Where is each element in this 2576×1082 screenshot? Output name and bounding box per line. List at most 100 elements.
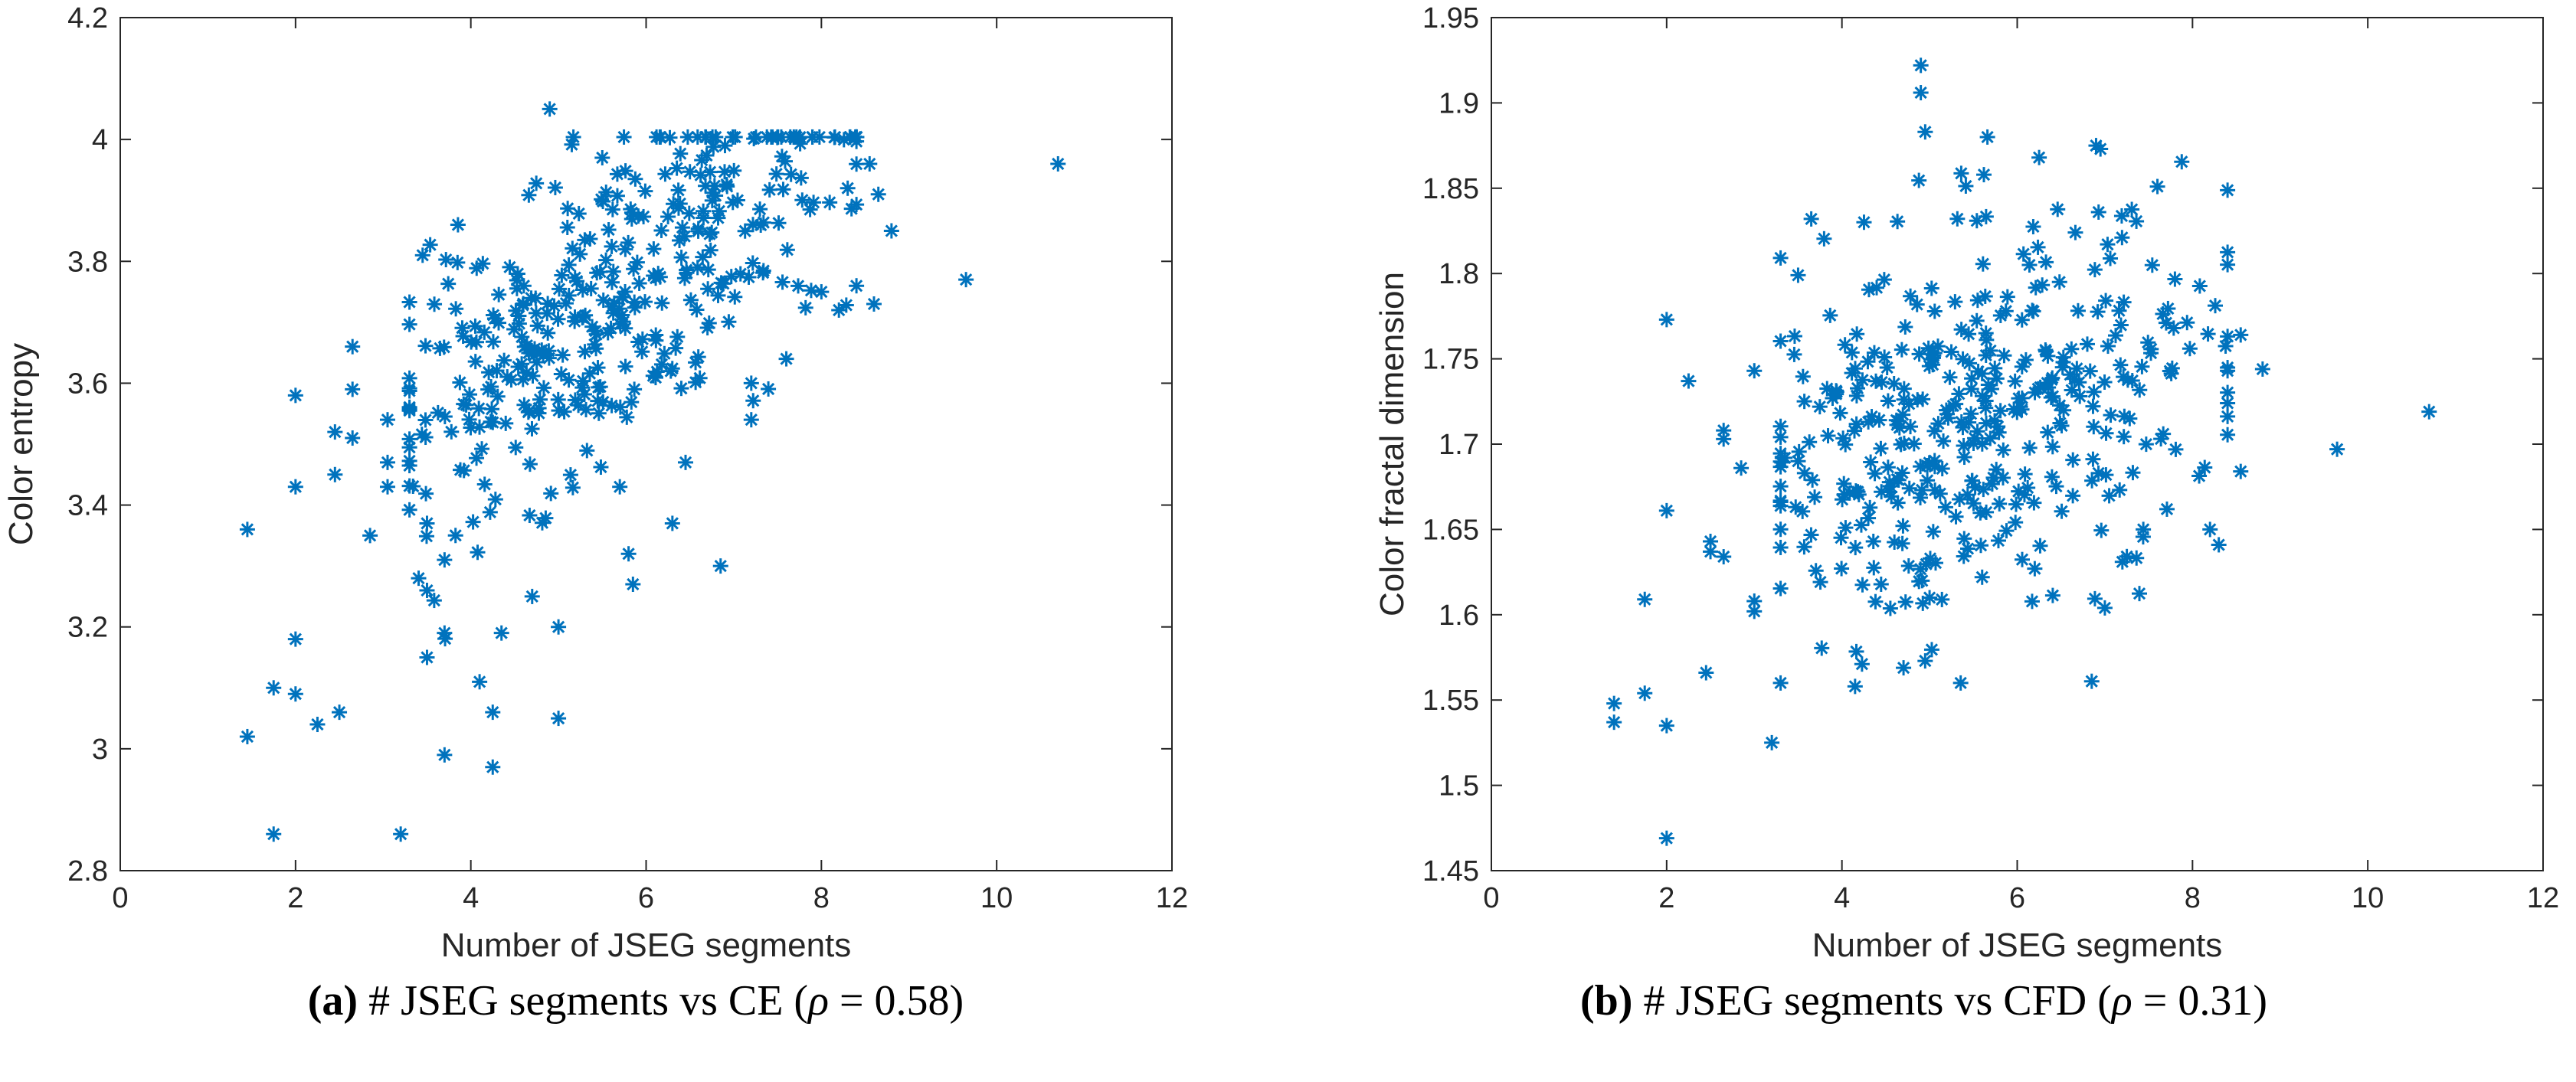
data-point-a [401, 502, 417, 518]
data-point-b [1913, 85, 1929, 101]
data-point-b [1854, 656, 1870, 672]
data-point-b [1956, 449, 1972, 466]
data-point-a [575, 373, 591, 389]
data-point-a [418, 528, 434, 544]
data-point-b [1772, 250, 1789, 266]
data-point-a [522, 508, 538, 524]
data-point-a [646, 241, 662, 257]
data-point-a [748, 129, 764, 145]
data-point-a [595, 394, 611, 410]
x-tick-label-a: 12 [1156, 882, 1188, 914]
y-tick-label-a: 3.6 [67, 368, 108, 400]
data-point-b [1844, 345, 1860, 361]
data-point-b [2079, 336, 2095, 352]
x-tick-label-b: 8 [2185, 882, 2201, 914]
data-point-b [1866, 560, 1882, 576]
data-point-b [1854, 577, 1871, 593]
data-point-b [1802, 434, 1818, 450]
data-point-b [2100, 338, 2116, 355]
data-point-b [2119, 548, 2135, 564]
data-point-b [1979, 129, 1995, 145]
data-point-a [401, 400, 417, 417]
data-point-a [551, 281, 567, 297]
data-point-a [576, 386, 592, 402]
data-point-b [1863, 454, 1879, 470]
data-point-b [1927, 555, 1943, 571]
data-point-b [1836, 486, 1852, 502]
data-point-a [708, 188, 724, 204]
y-tick-label-b: 1.45 [1422, 855, 1479, 888]
data-point-a [700, 281, 716, 297]
data-point-a [287, 387, 303, 404]
data-point-b [2065, 452, 2081, 468]
data-point-b [1942, 369, 1958, 385]
x-tick-label-a: 0 [112, 882, 128, 914]
data-point-a [620, 234, 637, 250]
data-point-a [612, 316, 628, 332]
data-point-b [2051, 274, 2067, 290]
data-point-b [1865, 533, 1881, 549]
data-point-a [579, 443, 595, 459]
data-point-a [551, 711, 567, 727]
data-point-a [666, 196, 682, 212]
data-point-b [1969, 213, 1985, 229]
data-point-b [1746, 603, 1763, 619]
data-point-a [849, 129, 865, 145]
data-point-b [1803, 527, 1819, 543]
data-point-a [529, 318, 545, 334]
data-point-b [1896, 660, 1912, 676]
data-point-a [287, 479, 303, 495]
data-point-a [535, 380, 552, 396]
data-point-a [647, 370, 663, 386]
data-point-a [542, 101, 558, 117]
y-tick-label-a: 3 [92, 734, 108, 766]
data-point-b [1974, 569, 1990, 585]
data-point-a [498, 415, 514, 431]
data-point-b [1903, 288, 1919, 304]
data-point-b [2167, 271, 2183, 287]
data-point-a [540, 296, 556, 312]
data-point-a [778, 351, 794, 367]
data-point-b [2129, 550, 2145, 566]
data-point-b [2087, 262, 2103, 278]
data-point-b [2220, 329, 2236, 345]
caption-b-rho: ρ [2111, 977, 2132, 1025]
data-point-b [1772, 539, 1789, 555]
data-point-a [489, 363, 505, 379]
data-point-a [485, 759, 501, 775]
data-point-b [2159, 501, 2175, 517]
data-point-a [345, 430, 361, 446]
data-point-a [561, 287, 577, 303]
data-point-a [593, 459, 609, 476]
data-point-b [1716, 549, 1732, 565]
data-point-b [2211, 537, 2227, 553]
data-point-b [1991, 424, 2007, 440]
data-point-b [1812, 399, 1828, 415]
data-point-a [489, 388, 506, 404]
data-point-b [1890, 214, 1906, 230]
data-point-a [612, 479, 628, 495]
data-point-a [345, 338, 361, 355]
data-point-a [559, 219, 575, 235]
data-point-b [1978, 347, 1994, 363]
data-point-a [332, 704, 348, 721]
data-point-a [690, 349, 706, 365]
data-point-b [1917, 124, 1933, 140]
data-point-a [486, 307, 502, 323]
data-point-b [2054, 503, 2070, 519]
data-point-a [414, 427, 430, 443]
data-point-b [2090, 304, 2106, 320]
caption-a-text: # JSEG segments vs CE ( [368, 977, 809, 1025]
data-point-b [1772, 333, 1789, 349]
data-point-b [1948, 508, 1964, 525]
data-point-a [616, 129, 632, 145]
data-point-a [287, 686, 303, 702]
data-point-b [1913, 489, 1929, 505]
data-point-a [345, 381, 361, 397]
data-point-a [646, 268, 662, 284]
data-point-a [806, 194, 822, 211]
data-point-a [774, 149, 790, 165]
data-point-b [2164, 360, 2180, 376]
data-point-a [239, 728, 255, 744]
data-point-a [779, 242, 795, 258]
